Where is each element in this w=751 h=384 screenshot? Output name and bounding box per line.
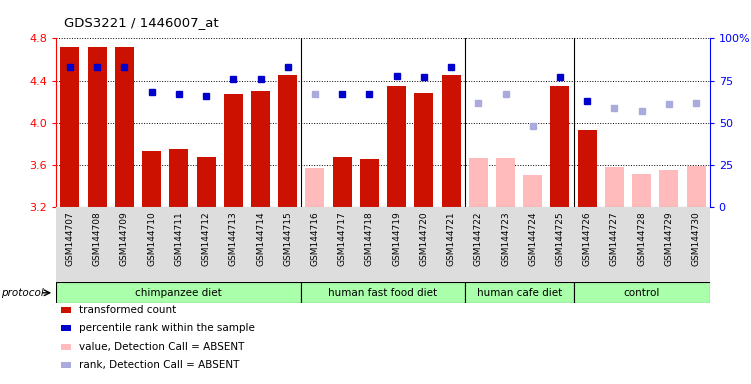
Text: GSM144709: GSM144709 xyxy=(120,211,129,266)
Text: GSM144722: GSM144722 xyxy=(474,211,483,266)
Text: percentile rank within the sample: percentile rank within the sample xyxy=(79,323,255,333)
Bar xyxy=(115,47,134,207)
Bar xyxy=(578,130,597,207)
Text: GSM144714: GSM144714 xyxy=(256,211,265,266)
Bar xyxy=(686,166,706,207)
Text: GSM144727: GSM144727 xyxy=(610,211,619,266)
Bar xyxy=(574,282,710,303)
Text: GSM144726: GSM144726 xyxy=(583,211,592,266)
Text: GSM144718: GSM144718 xyxy=(365,211,374,266)
Text: rank, Detection Call = ABSENT: rank, Detection Call = ABSENT xyxy=(79,360,240,370)
Text: GSM144728: GSM144728 xyxy=(637,211,646,266)
Bar xyxy=(62,344,71,350)
Text: protocol: protocol xyxy=(2,288,44,298)
Bar xyxy=(251,91,270,207)
Bar xyxy=(469,158,488,207)
Bar xyxy=(523,175,542,207)
Bar xyxy=(278,75,297,207)
Bar xyxy=(60,47,80,207)
Text: GSM144729: GSM144729 xyxy=(665,211,674,266)
Text: GSM144707: GSM144707 xyxy=(65,211,74,266)
Text: GSM144721: GSM144721 xyxy=(447,211,456,266)
Text: GSM144719: GSM144719 xyxy=(392,211,401,266)
Bar xyxy=(169,149,189,207)
Bar xyxy=(632,174,651,207)
Text: GSM144713: GSM144713 xyxy=(229,211,238,266)
Text: GSM144712: GSM144712 xyxy=(201,211,210,266)
Bar xyxy=(88,47,107,207)
Bar xyxy=(62,325,71,331)
Bar xyxy=(387,86,406,207)
Text: chimpanzee diet: chimpanzee diet xyxy=(135,288,222,298)
Bar xyxy=(360,159,379,207)
Bar xyxy=(659,170,678,207)
Bar xyxy=(605,167,624,207)
Text: human fast food diet: human fast food diet xyxy=(328,288,438,298)
Text: GSM144730: GSM144730 xyxy=(692,211,701,266)
Text: GSM144725: GSM144725 xyxy=(556,211,565,266)
Text: value, Detection Call = ABSENT: value, Detection Call = ABSENT xyxy=(79,342,244,352)
Text: GSM144715: GSM144715 xyxy=(283,211,292,266)
Bar xyxy=(496,158,515,207)
Bar xyxy=(550,86,569,207)
Bar xyxy=(142,151,161,207)
Bar xyxy=(301,282,465,303)
Text: GSM144724: GSM144724 xyxy=(528,211,537,266)
Text: GSM144708: GSM144708 xyxy=(92,211,101,266)
Bar xyxy=(56,282,301,303)
Bar xyxy=(224,94,243,207)
Text: control: control xyxy=(623,288,660,298)
Text: transformed count: transformed count xyxy=(79,305,176,315)
Bar xyxy=(197,157,216,207)
Text: GSM144710: GSM144710 xyxy=(147,211,156,266)
Text: GSM144723: GSM144723 xyxy=(501,211,510,266)
Bar xyxy=(62,307,71,313)
Bar xyxy=(465,282,574,303)
Bar xyxy=(62,362,71,368)
Text: GSM144716: GSM144716 xyxy=(310,211,319,266)
Text: GSM144717: GSM144717 xyxy=(338,211,347,266)
Text: GDS3221 / 1446007_at: GDS3221 / 1446007_at xyxy=(64,16,219,29)
Bar xyxy=(415,93,433,207)
Bar xyxy=(306,168,324,207)
Text: human cafe diet: human cafe diet xyxy=(476,288,562,298)
Bar xyxy=(333,157,351,207)
Bar xyxy=(442,75,460,207)
Text: GSM144711: GSM144711 xyxy=(174,211,183,266)
Text: GSM144720: GSM144720 xyxy=(419,211,428,266)
